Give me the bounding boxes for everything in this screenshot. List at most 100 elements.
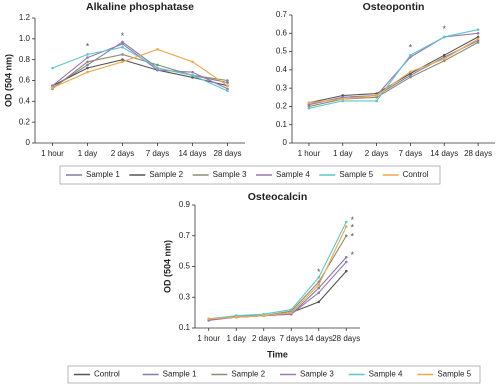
data-point [262, 314, 266, 318]
data-line [52, 46, 228, 92]
data-point [207, 317, 211, 321]
annotation: * [409, 42, 413, 52]
data-point [86, 63, 89, 67]
data-point [476, 41, 480, 44]
chart-title: Osteopontin [363, 1, 425, 13]
x-tick-label: 14 days [430, 149, 458, 158]
y-tick-label: 0.8 [19, 55, 31, 64]
data-point [121, 45, 124, 49]
y-tick-label: 0.9 [179, 200, 191, 209]
data-point [442, 35, 446, 39]
data-point [121, 40, 124, 44]
y-tick-label: 0.7 [179, 231, 191, 240]
y-tick-label: 1.2 [19, 13, 31, 22]
data-line [52, 43, 228, 90]
data-point [289, 311, 293, 314]
data-point [86, 60, 89, 64]
data-point [121, 53, 124, 56]
annotation: * [350, 250, 354, 260]
data-point [476, 39, 480, 42]
data-line [308, 36, 479, 104]
data-point [375, 99, 378, 103]
y-tick-label: 0.4 [19, 96, 31, 105]
data-point [156, 66, 159, 70]
data-point [375, 95, 378, 99]
data-point [317, 286, 321, 290]
data-point [121, 60, 124, 64]
legend-label: Sample 2 [231, 370, 265, 379]
data-line [52, 59, 228, 87]
y-tick-label: 0.1 [276, 120, 288, 129]
x-tick-label: 1 day [333, 149, 353, 158]
data-point [307, 105, 311, 108]
x-tick-label: 14 days [305, 334, 333, 343]
chart-title: Osteocalcin [248, 191, 308, 203]
data-point [344, 255, 348, 259]
data-point [51, 84, 54, 88]
x-tick-label: 2 days [252, 334, 276, 343]
data-point [442, 55, 446, 59]
legend-label: Sample 4 [369, 370, 403, 379]
y-tick-label: 0.2 [276, 102, 288, 111]
data-point [341, 94, 345, 97]
data-line [308, 41, 479, 107]
data-point [191, 60, 194, 64]
legend-label: Sample 1 [163, 370, 197, 379]
x-tick-label: 7 days [279, 334, 303, 343]
data-point [476, 37, 480, 41]
data-line [308, 32, 479, 106]
legend-label: Sample 5 [437, 370, 471, 379]
y-tick-label: 0.4 [276, 65, 288, 74]
data-point [156, 63, 159, 67]
annotation: * [442, 24, 446, 34]
data-line [52, 48, 228, 89]
legend-label: Sample 3 [300, 370, 334, 379]
data-point [344, 220, 348, 224]
x-tick-label: 2 days [365, 149, 389, 158]
data-line [52, 53, 228, 90]
data-point [476, 31, 480, 35]
data-point [409, 70, 412, 73]
legend-label: Control [94, 370, 120, 379]
data-line [308, 29, 479, 109]
data-point [476, 28, 480, 31]
x-tick-label: 1 hour [298, 149, 321, 158]
y-tick-label: 0 [26, 138, 31, 147]
data-point [344, 234, 348, 238]
legend-label: Sample 4 [276, 170, 310, 179]
data-point [476, 35, 480, 39]
data-point [442, 53, 446, 57]
y-tick-label: 0.6 [276, 28, 288, 37]
data-point [375, 94, 378, 97]
data-point [341, 95, 345, 99]
annotation: * [350, 232, 354, 242]
chart-title: Alkaline phosphatase [86, 1, 194, 13]
data-line [308, 38, 479, 104]
data-point [341, 99, 345, 103]
x-tick-label: 1 hour [197, 334, 220, 343]
annotation: * [350, 222, 354, 232]
data-point [121, 58, 124, 61]
y-tick-label: 0.3 [276, 83, 288, 92]
y-tick-label: 0.3 [179, 292, 191, 301]
data-line [208, 226, 347, 320]
data-point [86, 66, 89, 70]
data-point [226, 87, 229, 91]
data-point [51, 66, 54, 70]
data-point [234, 315, 238, 319]
data-point [317, 275, 321, 279]
data-point [226, 79, 229, 82]
x-tick-label: 1 day [78, 149, 98, 158]
data-point [344, 260, 348, 264]
data-point [409, 53, 412, 57]
legend-label: Sample 2 [149, 170, 183, 179]
y-tick-label: 0.7 [276, 10, 288, 19]
x-tick-label: 7 days [399, 149, 423, 158]
x-tick-label: 2 days [111, 149, 135, 158]
data-point [442, 57, 446, 61]
data-point [191, 70, 194, 74]
data-point [86, 56, 89, 59]
data-point [307, 103, 311, 106]
data-point [344, 269, 348, 273]
data-point [317, 283, 321, 287]
